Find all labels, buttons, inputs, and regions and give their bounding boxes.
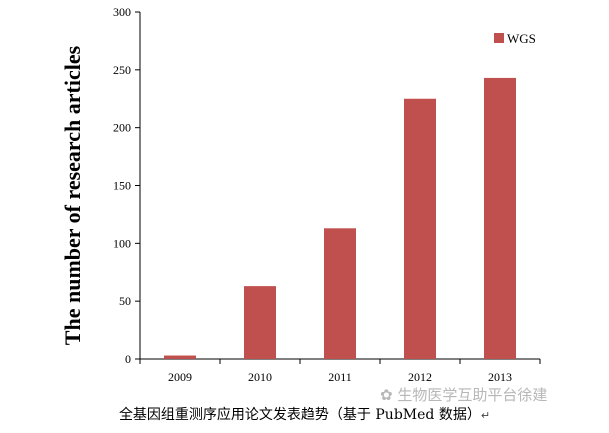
y-tick-label: 0 [125, 352, 131, 366]
x-tick-label: 2010 [248, 370, 272, 384]
wechat-icon: ✿ [380, 386, 393, 404]
legend: WGS [494, 31, 536, 46]
bar-2013 [484, 77, 516, 360]
y-tick-label: 300 [113, 5, 131, 19]
y-axis: 0 50 100 150 200 250 300 [113, 5, 141, 366]
legend-swatch [494, 33, 504, 43]
x-axis: 2009 2010 2011 2012 2013 [139, 358, 541, 384]
y-tick-label: 250 [113, 63, 131, 77]
x-tick-group: 2009 2010 2011 2012 2013 [139, 359, 541, 384]
x-tick-label: 2013 [488, 370, 512, 384]
bar-2012 [404, 98, 436, 359]
bar-2009 [164, 355, 196, 359]
bar-2010 [244, 286, 276, 359]
y-tick-label: 50 [119, 294, 131, 308]
paragraph-return-mark: ↵ [480, 409, 491, 422]
y-tick-label: 150 [113, 179, 131, 193]
caption-text: 全基因组重测序应用论文发表趋势（基于 PubMed 数据） [118, 407, 481, 423]
bar-2011 [324, 228, 356, 359]
x-tick-label: 2012 [408, 370, 432, 384]
bar-group [164, 77, 516, 360]
x-tick-label: 2009 [168, 370, 192, 384]
legend-label: WGS [507, 31, 536, 46]
y-tick-label: 200 [113, 121, 131, 135]
watermark-text: 生物医学互助平台徐建 [397, 386, 548, 404]
y-tick-group: 0 50 100 150 200 250 300 [113, 5, 140, 366]
figure-caption: 全基因组重测序应用论文发表趋势（基于 PubMed 数据）↵ [0, 404, 609, 424]
x-tick-label: 2011 [328, 370, 352, 384]
y-axis-label: The number of research articles [60, 45, 85, 345]
watermark: ✿ 生物医学互助平台徐建 [380, 384, 547, 405]
y-tick-label: 100 [113, 236, 131, 250]
